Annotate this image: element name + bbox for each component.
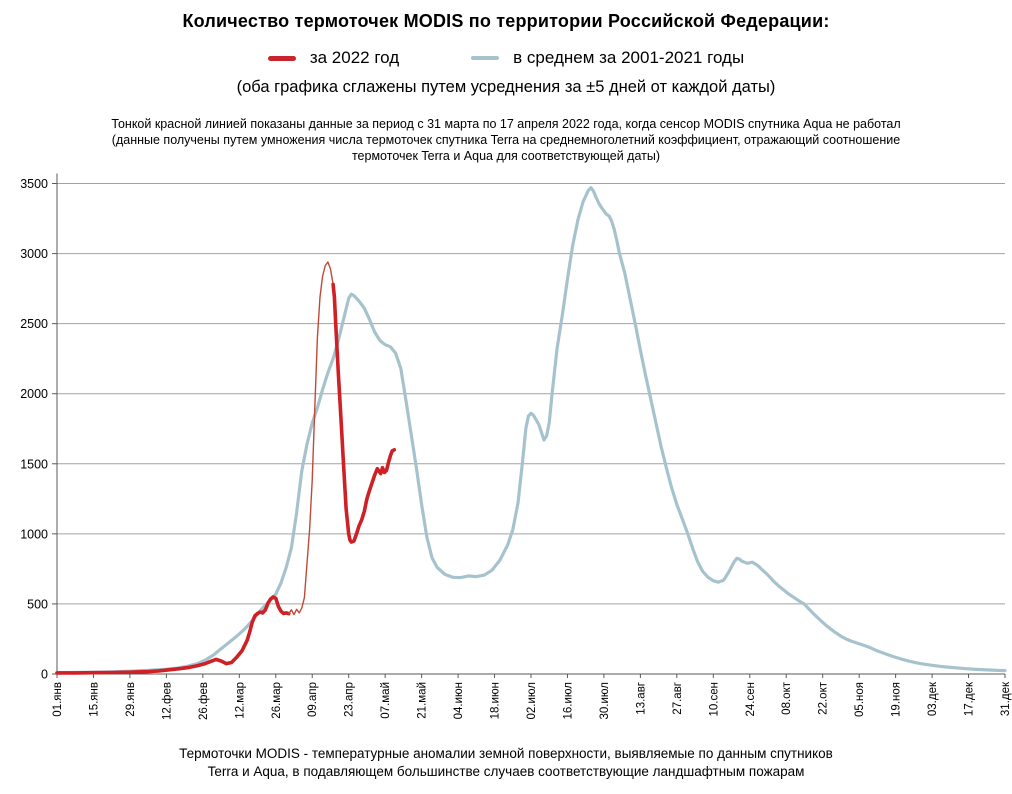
chart-footer: Термоточки MODIS - температурные аномали… (0, 745, 1012, 781)
chart-title: Количество термоточек MODIS по территори… (182, 11, 830, 31)
y-tick-label: 500 (27, 597, 48, 611)
x-tick-label: 04.июн (453, 682, 465, 719)
x-tick-label: 22.окт (818, 681, 830, 715)
x-tick-label: 02.июл (526, 682, 538, 720)
legend-item-average: в среднем за 2001-2021 годы (471, 48, 744, 68)
x-tick-label: 26.мар (271, 682, 283, 719)
y-tick-label: 2000 (20, 387, 48, 401)
x-tick-label: 21.май (417, 682, 429, 719)
y-tick-label: 3500 (20, 177, 48, 191)
x-tick-label: 07.май (380, 682, 392, 719)
legend: за 2022 год в среднем за 2001-2021 годы (0, 48, 1012, 68)
x-tick-label: 18.июн (490, 682, 502, 719)
note-line-3: термоточек Terra и Aqua для соответствую… (351, 149, 661, 163)
year-2022-line (55, 595, 291, 675)
year-2022-line (331, 282, 397, 544)
legend-label-2022: за 2022 год (309, 48, 400, 67)
red-line-marker-icon (267, 55, 296, 61)
legend-label-average: в среднем за 2001-2021 годы (513, 48, 745, 67)
y-tick-label: 1000 (20, 527, 48, 541)
note-line-2: (данные получены путем умножения числа т… (111, 133, 901, 147)
x-tick-label: 15.янв (88, 682, 100, 717)
x-tick-label: 24.сен (745, 682, 757, 716)
legend-item-2022: за 2022 год (267, 48, 400, 68)
x-tick-label: 12.мар (234, 682, 246, 719)
x-tick-label: 13.авг (635, 682, 647, 715)
y-tick-label: 1500 (20, 457, 48, 471)
x-tick-label: 10.сен (708, 682, 720, 716)
blue-line-marker-icon (471, 56, 500, 60)
x-tick-label: 23.апр (344, 682, 356, 717)
y-tick-label: 0 (41, 668, 48, 682)
chart-note: Тонкой красной линией показаны данные за… (0, 116, 1012, 164)
x-tick-label: 19.ноя (891, 682, 903, 717)
average-2001-2021-line (55, 186, 1007, 675)
x-tick-label: 08.окт (781, 681, 793, 715)
x-tick-label: 29.янв (125, 682, 137, 717)
y-tick-label: 2500 (20, 317, 48, 331)
x-tick-label: 31.дек (1000, 681, 1012, 716)
x-tick-label: 09.апр (307, 682, 319, 717)
x-tick-label: 16.июл (562, 682, 574, 720)
chart-canvas: 0 500 1000 1500 2000 2500 3000 3500 01.янв 15.янв… (20, 173, 1012, 720)
footer-line-2: Terra и Aqua, в подавляющем большинстве … (207, 764, 805, 779)
x-tick-label: 30.июл (599, 682, 611, 720)
year-2022-line-thin (288, 261, 334, 616)
x-tick-label: 05.ноя (854, 682, 866, 717)
x-tick-label: 03.дек (927, 681, 939, 716)
x-tick-label: 17.дек (964, 681, 976, 716)
note-line-1: Тонкой красной линией показаны данные за… (111, 117, 901, 131)
y-tick-label: 3000 (20, 247, 48, 261)
x-tick-label: 27.авг (672, 682, 684, 715)
chart-subtitle: (оба графика сглажены путем усреднения з… (236, 78, 776, 96)
x-tick-label: 12.фев (161, 682, 173, 720)
x-tick-label: 26.фев (198, 682, 210, 720)
x-tick-label: 01.янв (52, 682, 64, 717)
footer-line-1: Термоточки MODIS - температурные аномали… (179, 746, 833, 761)
